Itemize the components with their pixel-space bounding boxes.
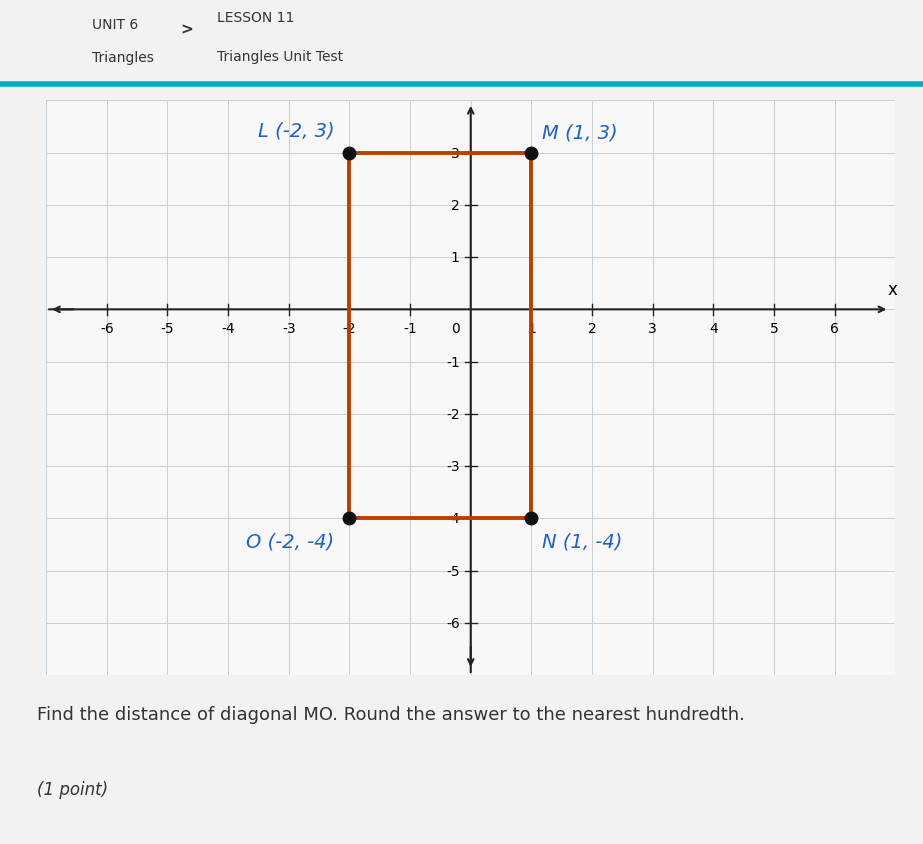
- Text: 1: 1: [451, 251, 460, 265]
- Text: 1: 1: [527, 322, 536, 335]
- Text: LESSON 11: LESSON 11: [217, 11, 294, 24]
- Text: -6: -6: [100, 322, 114, 335]
- Text: Triangles Unit Test: Triangles Unit Test: [217, 50, 343, 63]
- Text: Find the distance of diagonal MO. Round the answer to the nearest hundredth.: Find the distance of diagonal MO. Round …: [37, 706, 745, 723]
- Text: -4: -4: [446, 511, 460, 526]
- Text: -3: -3: [446, 459, 460, 473]
- Text: 6: 6: [830, 322, 839, 335]
- Text: Triangles: Triangles: [92, 51, 154, 65]
- Text: -1: -1: [446, 355, 460, 369]
- Text: -5: -5: [446, 564, 460, 578]
- Text: 3: 3: [648, 322, 657, 335]
- Text: (1 point): (1 point): [37, 780, 108, 798]
- Text: -6: -6: [446, 616, 460, 630]
- Text: -2: -2: [342, 322, 356, 335]
- Text: -2: -2: [446, 408, 460, 421]
- Text: -1: -1: [403, 322, 417, 335]
- Text: M (1, 3): M (1, 3): [543, 123, 617, 142]
- Text: -3: -3: [282, 322, 295, 335]
- Text: 4: 4: [709, 322, 718, 335]
- Text: O (-2, -4): O (-2, -4): [246, 532, 334, 550]
- Text: 2: 2: [588, 322, 596, 335]
- Text: x: x: [887, 280, 897, 299]
- Text: 0: 0: [451, 322, 460, 335]
- Text: 2: 2: [451, 198, 460, 213]
- Text: -5: -5: [161, 322, 174, 335]
- Text: L (-2, 3): L (-2, 3): [258, 122, 334, 140]
- Text: 3: 3: [451, 147, 460, 160]
- Text: >: >: [180, 22, 193, 37]
- Text: N (1, -4): N (1, -4): [543, 532, 623, 550]
- Text: -4: -4: [222, 322, 235, 335]
- Text: UNIT 6: UNIT 6: [92, 18, 138, 32]
- Text: 5: 5: [770, 322, 778, 335]
